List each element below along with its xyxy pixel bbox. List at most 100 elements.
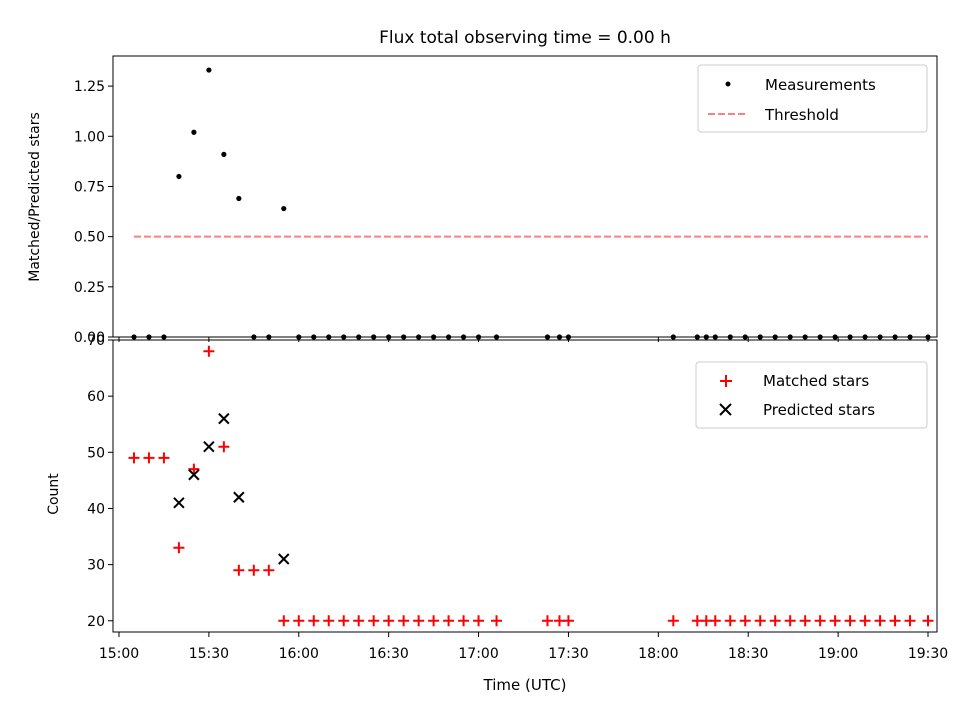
matched-star-marker	[667, 615, 679, 627]
bottom-y-tick-label: 40	[87, 501, 105, 517]
legend-measurements-label: Measurements	[765, 76, 876, 94]
top-y-tick-label: 0.50	[74, 230, 105, 246]
matched-star-marker	[218, 441, 230, 453]
matched-star-marker	[323, 615, 335, 627]
top-y-tick-label: 0.75	[74, 179, 105, 195]
measurement-point	[191, 129, 197, 135]
matched-star-marker	[844, 615, 856, 627]
bottom-y-tick-label: 60	[87, 389, 105, 405]
chart-title: Flux total observing time = 0.00 h	[379, 28, 671, 48]
top-y-axis: 0.00 0.25 0.50 0.75 1.00 1.25	[74, 79, 113, 346]
top-legend: Measurements Threshold	[697, 64, 928, 133]
matched-star-marker	[724, 615, 736, 627]
top-legend-box	[697, 64, 928, 133]
bottom-x-tick-label: 18:00	[638, 646, 678, 662]
bottom-x-tick-label: 15:00	[99, 646, 139, 662]
matched-star-marker	[458, 615, 470, 627]
predicted-star-marker	[233, 491, 245, 503]
bottom-x-tick-label: 16:30	[368, 646, 408, 662]
matched-star-marker	[769, 615, 781, 627]
top-y-tick-label: 1.25	[74, 79, 105, 95]
legend-measurements-marker	[725, 81, 731, 87]
legend-matched-marker	[720, 375, 732, 387]
matched-star-marker	[143, 452, 155, 464]
matched-star-marker	[338, 615, 350, 627]
matched-star-marker	[922, 615, 934, 627]
matched-star-marker	[784, 615, 796, 627]
measurement-point	[236, 195, 242, 202]
bottom-legend: Matched stars Predicted stars	[695, 361, 928, 429]
matched-star-marker	[754, 615, 766, 627]
legend-matched-label: Matched stars	[763, 372, 869, 390]
bottom-x-tick-label: 18:30	[728, 646, 768, 662]
matched-star-marker	[248, 564, 260, 576]
matched-star-marker	[874, 615, 886, 627]
legend-threshold-label: Threshold	[764, 106, 839, 124]
matched-star-marker	[368, 615, 380, 627]
matched-star-marker	[293, 615, 305, 627]
measurement-point	[206, 67, 212, 73]
matched-star-marker	[383, 615, 395, 627]
bottom-y-tick-label: 20	[87, 614, 105, 630]
matched-star-marker	[128, 452, 140, 464]
matched-star-marker	[859, 615, 871, 627]
matched-star-marker	[428, 615, 440, 627]
bottom-y-tick-label: 30	[87, 558, 105, 574]
matched-star-marker	[398, 615, 410, 627]
matched-star-marker	[562, 615, 574, 627]
bottom-y-axis-label: Count	[46, 473, 62, 515]
bottom-legend-box	[695, 361, 928, 429]
matched-star-marker	[263, 564, 275, 576]
matched-star-marker	[308, 615, 320, 627]
matched-star-marker	[278, 615, 290, 627]
bottom-y-axis: 20 30 40 50 60 70	[87, 333, 113, 630]
matched-star-marker	[491, 615, 503, 627]
measurement-point	[176, 173, 182, 180]
top-axes-frame	[112, 55, 938, 338]
legend-predicted-label: Predicted stars	[763, 401, 875, 419]
matched-star-marker	[473, 615, 485, 627]
predicted-star-marker	[188, 469, 200, 481]
matched-star-marker	[173, 542, 185, 554]
matched-star-marker	[413, 615, 425, 627]
bottom-plot-area	[128, 345, 934, 627]
top-y-axis-label: Matched/Predicted stars	[27, 112, 43, 282]
bottom-x-tick-label: 16:00	[279, 646, 319, 662]
top-y-tick-label: 0.00	[74, 330, 105, 346]
matched-star-marker	[353, 615, 365, 627]
matched-star-marker	[739, 615, 751, 627]
matched-star-marker	[443, 615, 455, 627]
bottom-x-tick-label: 19:30	[908, 646, 948, 662]
predicted-star-marker	[173, 497, 185, 509]
bottom-x-axis: 15:00 15:30 16:00 16:30 17:00 17:30 18:00 18:30…	[99, 632, 948, 662]
measurement-point	[281, 205, 287, 212]
matched-star-marker	[709, 615, 721, 627]
matched-star-marker	[233, 564, 245, 576]
predicted-star-marker	[203, 440, 215, 453]
measurement-point	[221, 151, 227, 157]
bottom-y-tick-label: 50	[87, 445, 105, 461]
legend-predicted-marker	[719, 403, 732, 416]
matched-star-marker	[158, 452, 170, 464]
matched-star-marker	[188, 463, 200, 475]
matched-star-marker	[541, 615, 553, 627]
matched-star-marker	[904, 615, 916, 627]
top-y-tick-label: 0.25	[74, 280, 105, 296]
bottom-y-tick-label: 70	[87, 333, 105, 349]
bottom-axes-frame	[112, 339, 938, 633]
bottom-x-tick-label: 15:30	[189, 646, 229, 662]
top-y-tick-label: 1.00	[74, 129, 105, 145]
predicted-star-marker	[218, 412, 230, 425]
matched-star-marker	[889, 615, 901, 627]
matched-star-marker	[203, 345, 215, 357]
bottom-panel: 20 30 40 50 60 70 15:00 15:30 16:00 16:30 17:00 17…	[46, 333, 948, 694]
matched-star-marker	[829, 615, 841, 627]
matched-star-marker	[799, 615, 811, 627]
bottom-x-tick-label: 19:00	[818, 646, 858, 662]
x-axis-label: Time (UTC)	[483, 676, 567, 694]
bottom-x-tick-label: 17:30	[548, 646, 588, 662]
predicted-star-marker	[278, 553, 290, 565]
bottom-x-tick-label: 17:00	[458, 646, 498, 662]
matched-star-marker	[814, 615, 826, 627]
